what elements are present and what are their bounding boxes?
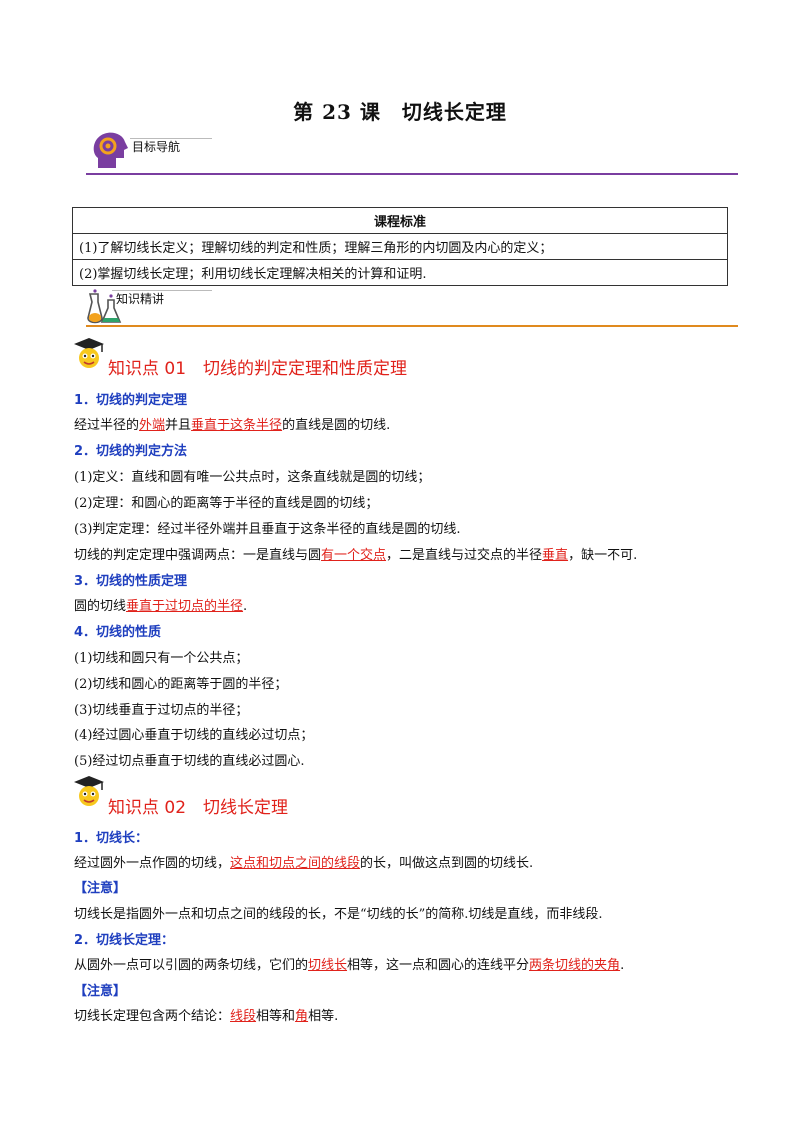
kp1-s2-title: 2．切线的判定方法 xyxy=(74,444,188,459)
highlight-run: 外端 xyxy=(139,418,166,433)
highlight-run: 两条切线的夹角 xyxy=(529,958,621,973)
text-run: 从圆外一点可以引圆的两条切线，它们的 xyxy=(74,958,309,973)
highlight-run: 有一个交点 xyxy=(321,548,387,563)
text-run: 圆的切线 xyxy=(74,599,127,614)
page-title: 第 23 课 切线长定理 xyxy=(293,100,507,124)
kp2-s2-title: 2．切线长定理： xyxy=(74,933,175,948)
kp2-title: 知识点 02 切线长定理 xyxy=(108,798,289,818)
highlight-run: 切线长 xyxy=(308,958,348,973)
highlight-run: 角 xyxy=(295,1009,309,1024)
highlight-run: 垂直于这条半径 xyxy=(191,418,283,433)
knowledge-label-rule xyxy=(112,290,212,291)
text-run: 经过圆外一点作圆的切线， xyxy=(74,856,231,871)
kp1-s4-item: (4)经过圆心垂直于切线的直线必过切点； xyxy=(74,728,314,743)
kp1-s2-item: (3)判定定理：经过半径外端并且垂直于这条半径的直线是圆的切线. xyxy=(74,522,461,537)
kp2-s1-title: 1．切线长： xyxy=(74,831,149,846)
text-run: ，缺一不可. xyxy=(568,548,638,563)
kp1-s1-text: 经过半径的外端并且垂直于这条半径的直线是圆的切线. xyxy=(74,414,390,433)
kp1-s1-title: 1．切线的判定定理 xyxy=(74,393,188,408)
kp2-note1-text: 切线长是指圆外一点和切点之间的线段的长，不是“切线的长”的简称.切线是直线，而非… xyxy=(74,907,603,922)
standard-row: (1)了解切线长定义；理解切线的判定和性质；理解三角形的内切圆及内心的定义； xyxy=(72,233,728,260)
highlight-run: 线段 xyxy=(230,1009,257,1024)
text-run: 并且 xyxy=(165,418,192,433)
kp2-note2-text: 切线长定理包含两个结论：线段相等和角相等. xyxy=(74,1005,338,1024)
flask-icon xyxy=(86,288,126,326)
highlight-run: 垂直于过切点的半径 xyxy=(126,599,244,614)
kp1-s4-title: 4．切线的性质 xyxy=(74,625,162,640)
text-run: . xyxy=(620,958,625,973)
standard-header: 课程标准 xyxy=(72,207,728,234)
text-run: ，二是直线与过交点的半径 xyxy=(386,548,543,563)
text-run: 的长，叫做这点到圆的切线长. xyxy=(360,856,534,871)
highlight-run: 垂直 xyxy=(542,548,569,563)
kp2-note1-label: 【注意】 xyxy=(74,881,127,896)
knowledge-divider xyxy=(86,325,738,327)
text-run: . xyxy=(243,599,248,614)
mascot-icon xyxy=(72,774,106,810)
text-run: 切线的判定定理中强调两点：一是直线与圆 xyxy=(74,548,322,563)
kp1-s2-item: (2)定理：和圆心的距离等于半径的直线是圆的切线； xyxy=(74,496,379,511)
text-run: 相等. xyxy=(308,1009,339,1024)
text-run: 切线长定理包含两个结论： xyxy=(74,1009,231,1024)
kp1-s4-item: (1)切线和圆只有一个公共点； xyxy=(74,651,249,666)
nav-label: 目标导航 xyxy=(132,140,181,154)
head-icon xyxy=(88,128,132,172)
kp1-s4-item: (2)切线和圆心的距离等于圆的半径； xyxy=(74,677,288,692)
kp1-title: 知识点 01 切线的判定定理和性质定理 xyxy=(108,359,408,379)
kp2-note2-label: 【注意】 xyxy=(74,984,127,999)
kp1-s2-item: (1)定义：直线和圆有唯一公共点时，这条直线就是圆的切线； xyxy=(74,470,431,485)
kp1-s2-emphasis: 切线的判定定理中强调两点：一是直线与圆有一个交点，二是直线与过交点的半径垂直，缺… xyxy=(74,544,637,563)
mascot-icon xyxy=(72,336,106,372)
kp1-s3-text: 圆的切线垂直于过切点的半径. xyxy=(74,595,247,614)
kp2-s2-text: 从圆外一点可以引圆的两条切线，它们的切线长相等，这一点和圆心的连线平分两条切线的… xyxy=(74,954,624,973)
kp1-s4-item: (5)经过切点垂直于切线的直线必过圆心. xyxy=(74,754,305,769)
text-run: 相等和 xyxy=(256,1009,296,1024)
kp1-s4-item: (3)切线垂直于过切点的半径； xyxy=(74,703,249,718)
text-run: 经过半径的 xyxy=(74,418,140,433)
highlight-run: 这点和切点之间的线段 xyxy=(230,856,361,871)
kp2-s1-text: 经过圆外一点作圆的切线，这点和切点之间的线段的长，叫做这点到圆的切线长. xyxy=(74,852,533,871)
kp1-s3-title: 3．切线的性质定理 xyxy=(74,574,188,589)
nav-divider xyxy=(86,173,738,175)
text-run: 的直线是圆的切线. xyxy=(282,418,391,433)
standard-row: (2)掌握切线长定理；利用切线长定理解决相关的计算和证明. xyxy=(72,259,728,286)
knowledge-label: 知识精讲 xyxy=(116,292,165,306)
course-standard-box: 课程标准 (1)了解切线长定义；理解切线的判定和性质；理解三角形的内切圆及内心的… xyxy=(72,207,728,286)
text-run: 相等，这一点和圆心的连线平分 xyxy=(347,958,530,973)
nav-label-rule xyxy=(130,138,212,139)
